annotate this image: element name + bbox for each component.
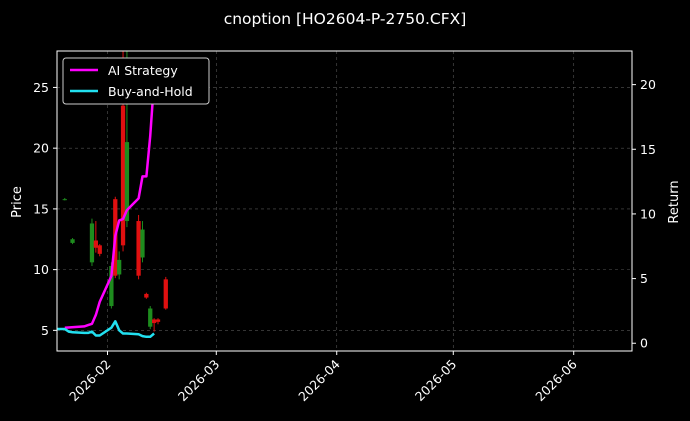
candle-body	[97, 245, 102, 254]
y-left-tick-label-1: 10	[33, 262, 49, 277]
candle-12	[144, 292, 149, 299]
candle-body	[70, 239, 75, 243]
candle-body	[155, 319, 161, 322]
candle-body	[124, 142, 130, 222]
candle-body	[89, 223, 95, 263]
candle-15	[155, 318, 161, 325]
series-line-1	[57, 320, 155, 339]
candle-body	[148, 308, 153, 327]
candle-body	[93, 240, 98, 248]
y-left-tick-label-3: 20	[33, 141, 49, 156]
candle-body	[151, 319, 157, 324]
candle-1	[70, 238, 75, 245]
y-axis-right-label: Return	[667, 180, 682, 223]
candle-body	[136, 221, 141, 276]
y-left-tick-label-2: 15	[33, 201, 49, 216]
candle-0	[62, 197, 67, 201]
candle-body	[163, 279, 168, 309]
y-left-tick-label-4: 25	[33, 80, 49, 95]
candle-3	[93, 221, 98, 253]
y-right-tick-label-1: 5	[640, 271, 648, 286]
y-right-tick-label-2: 10	[640, 206, 656, 221]
candle-body	[144, 293, 149, 298]
candle-16	[163, 276, 168, 310]
candle-7	[117, 251, 122, 280]
y-axis-left-label: Price	[10, 186, 25, 218]
candle-body	[117, 259, 122, 275]
legend-box	[62, 57, 210, 105]
y-axis-right-ticks: 0 5 10 15 20	[632, 77, 656, 351]
legend-label-ai-strategy: AI Strategy	[108, 63, 178, 78]
candle-body	[109, 265, 114, 307]
candle-body	[140, 229, 145, 258]
y-right-tick-label-0: 0	[640, 336, 648, 351]
legend-label-buy-and-hold: Buy-and-Hold	[108, 84, 193, 99]
y-right-tick-label-4: 20	[640, 77, 656, 92]
plot-frame	[56, 50, 633, 352]
y-axis-left-ticks: 5 10 15 20 25	[33, 80, 57, 338]
candle-body	[62, 199, 67, 201]
chart-title: cnoption [HO2604-P-2750.CFX]	[224, 10, 467, 28]
candle-2	[89, 218, 95, 266]
candle-11	[140, 221, 145, 263]
legend: AI Strategy Buy-and-Hold	[62, 57, 210, 105]
candle-body	[120, 105, 126, 246]
candle-13	[148, 306, 153, 330]
candle-4	[97, 244, 102, 257]
series-line-0	[64, 80, 156, 329]
series-lines	[57, 80, 156, 339]
y-left-tick-label-0: 5	[41, 323, 49, 338]
candle-10	[136, 214, 141, 280]
candle-14	[151, 318, 157, 332]
y-right-tick-label-3: 15	[640, 142, 656, 157]
